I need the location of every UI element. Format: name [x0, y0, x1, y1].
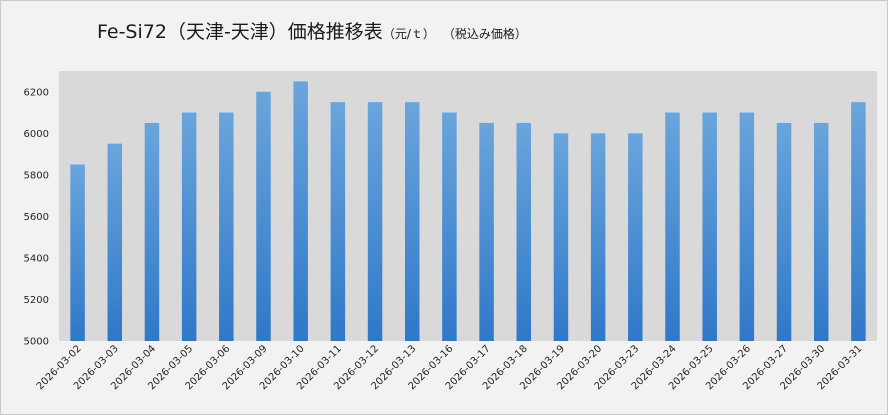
bar [219, 112, 234, 342]
bar [813, 122, 829, 341]
bar [367, 102, 383, 342]
y-tick-label: 5200 [24, 295, 49, 306]
bar [479, 122, 494, 341]
bar [181, 112, 197, 342]
y-tick-label: 5800 [24, 170, 49, 181]
bar [702, 112, 717, 342]
bar [293, 81, 308, 341]
y-tick-label: 5000 [24, 337, 49, 348]
bar [590, 133, 606, 341]
chart-title-note: （税込み価格） [448, 27, 527, 41]
bar [70, 164, 85, 341]
bar [330, 102, 346, 342]
bar [628, 133, 643, 341]
bar [144, 122, 160, 341]
y-tick-label: 6200 [24, 87, 49, 98]
y-tick-label: 5400 [24, 253, 49, 264]
chart-title-unit: （元/ｔ） [382, 27, 435, 41]
plot-area [59, 71, 877, 341]
y-tick-label: 5600 [24, 212, 49, 223]
bar [516, 122, 532, 341]
bar [256, 91, 271, 342]
bar [665, 112, 680, 342]
bar [442, 112, 457, 342]
bar [739, 112, 755, 342]
bar [553, 133, 569, 341]
y-tick-label: 6000 [24, 129, 49, 140]
bar [851, 102, 866, 342]
chart-title: Fe-Si72（天津-天津）価格推移表（元/ｔ） （税込み価格） [97, 17, 527, 44]
bar [776, 122, 792, 341]
bar [404, 102, 420, 342]
chart-title-main: Fe-Si72（天津-天津）価格推移表 [97, 21, 383, 43]
bar [107, 143, 123, 341]
